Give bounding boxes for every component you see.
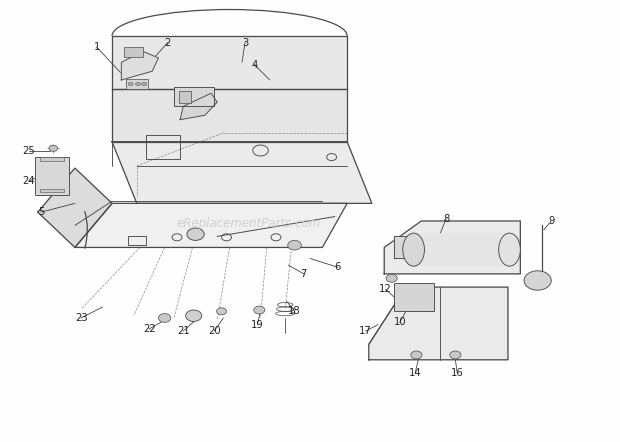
- Text: 2: 2: [164, 38, 171, 48]
- Circle shape: [185, 310, 202, 321]
- Circle shape: [159, 313, 171, 322]
- Bar: [125, 47, 143, 57]
- Text: 22: 22: [143, 324, 156, 334]
- Text: 5: 5: [38, 207, 44, 217]
- Circle shape: [386, 274, 397, 282]
- Circle shape: [216, 308, 226, 315]
- Text: 3: 3: [242, 38, 248, 48]
- Bar: [128, 236, 146, 245]
- Circle shape: [524, 271, 551, 290]
- Text: 21: 21: [177, 326, 190, 336]
- Text: 8: 8: [443, 214, 450, 224]
- Text: 4: 4: [251, 60, 257, 69]
- Polygon shape: [394, 236, 412, 259]
- Circle shape: [136, 82, 141, 86]
- Bar: [40, 157, 64, 160]
- Text: 7: 7: [301, 269, 307, 279]
- Bar: [394, 283, 434, 311]
- Polygon shape: [122, 51, 159, 80]
- Polygon shape: [38, 168, 112, 248]
- Text: 6: 6: [335, 262, 341, 272]
- Text: 16: 16: [451, 368, 464, 378]
- Text: 14: 14: [409, 368, 422, 378]
- Circle shape: [450, 351, 461, 359]
- Text: 25: 25: [22, 145, 35, 156]
- Circle shape: [411, 351, 422, 359]
- Polygon shape: [75, 203, 347, 248]
- Circle shape: [187, 228, 204, 240]
- Polygon shape: [112, 36, 347, 89]
- Text: 24: 24: [22, 176, 35, 187]
- Polygon shape: [384, 221, 520, 274]
- Text: 12: 12: [379, 284, 392, 294]
- Ellipse shape: [403, 233, 425, 266]
- Bar: [126, 79, 148, 89]
- Polygon shape: [180, 93, 217, 120]
- Bar: [35, 157, 69, 194]
- Text: 20: 20: [208, 326, 221, 336]
- Polygon shape: [112, 89, 347, 142]
- Bar: [414, 233, 510, 266]
- Circle shape: [128, 82, 133, 86]
- Circle shape: [254, 306, 265, 314]
- Circle shape: [49, 145, 58, 151]
- Text: 19: 19: [251, 320, 264, 330]
- Bar: [174, 87, 214, 107]
- Ellipse shape: [498, 233, 520, 266]
- Text: 17: 17: [360, 326, 372, 336]
- Text: eReplacementParts.com: eReplacementParts.com: [176, 217, 321, 230]
- Text: 23: 23: [75, 313, 87, 323]
- Text: 10: 10: [393, 317, 406, 328]
- Text: 1: 1: [94, 42, 100, 52]
- Circle shape: [142, 82, 147, 86]
- Polygon shape: [112, 142, 372, 203]
- Bar: [40, 189, 64, 192]
- Circle shape: [288, 240, 301, 250]
- Bar: [179, 91, 191, 103]
- Text: 9: 9: [548, 216, 554, 226]
- Text: 18: 18: [288, 306, 301, 316]
- Bar: [146, 135, 180, 159]
- Polygon shape: [369, 287, 508, 360]
